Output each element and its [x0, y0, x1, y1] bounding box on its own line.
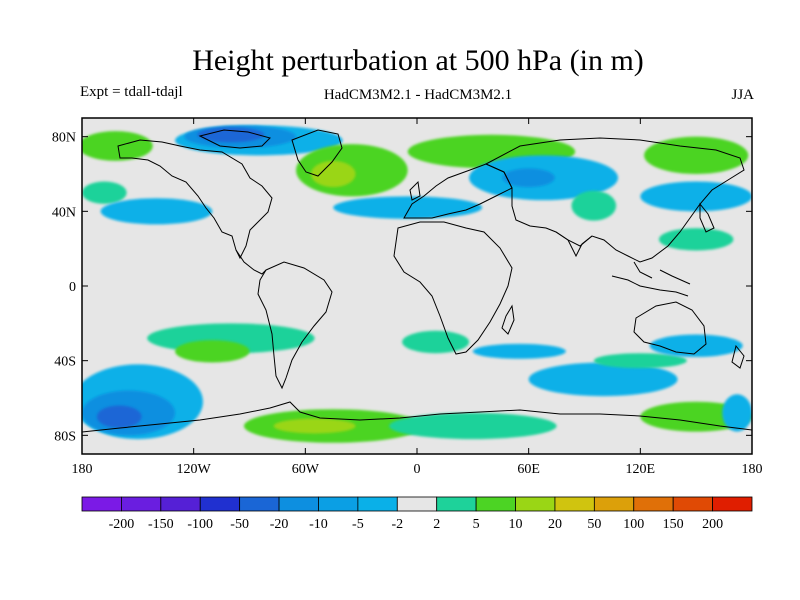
x-tick-label: 180 — [72, 462, 93, 477]
colorbar-swatch — [515, 496, 556, 512]
colorbar-swatch — [318, 496, 359, 512]
colorbar-swatch — [554, 496, 595, 512]
coastline-central-america — [235, 249, 267, 275]
colorbar-swatch — [278, 496, 319, 512]
contour-region-27 — [649, 334, 743, 357]
colorbar-label: -5 — [352, 517, 364, 532]
coastlines — [82, 129, 752, 433]
colorbar-label: -50 — [230, 517, 249, 532]
colorbar-swatch — [239, 496, 280, 512]
x-tick-label: 60W — [292, 462, 320, 477]
contour-region-23 — [472, 343, 566, 359]
colorbar-label: 5 — [473, 517, 480, 532]
contour-region-11 — [502, 168, 555, 188]
colorbar-swatch — [593, 496, 635, 512]
colorbar-swatch — [357, 496, 398, 512]
coastline-japan — [699, 202, 715, 233]
contour-region-13 — [640, 181, 752, 212]
colorbar-swatch — [199, 496, 241, 512]
map-title: Height perturbation at 500 hPa (in m) — [192, 44, 644, 77]
y-tick-label: 80N — [52, 131, 76, 146]
coastline-greenland — [291, 129, 343, 177]
colorbar-label: -10 — [309, 517, 328, 532]
contour-region-26 — [593, 353, 687, 369]
colorbar-label: -20 — [270, 517, 289, 532]
contour-region-17 — [175, 340, 250, 363]
contour-region-2 — [197, 127, 265, 143]
contour-region-15 — [658, 228, 734, 251]
coastline-arctic-islands — [198, 129, 271, 149]
colorbar-label: -100 — [187, 517, 213, 532]
contour-region-6 — [82, 181, 127, 204]
coastline-antarctica — [82, 401, 752, 433]
colorbar-swatch — [633, 496, 674, 512]
contour-region-22 — [273, 418, 356, 434]
colorbar-label: 50 — [587, 517, 601, 532]
colorbar-swatch — [672, 496, 713, 512]
colorbar-label: 10 — [509, 517, 523, 532]
coastline-madagascar — [501, 304, 515, 335]
contour-region-25 — [528, 362, 678, 397]
y-tick-label: 40S — [54, 355, 76, 370]
contour-region-28 — [389, 412, 557, 440]
colorbar-swatch — [396, 496, 438, 512]
model-label: HadCM3M2.1 - HadCM3M2.1 — [323, 87, 513, 103]
colorbar-label: -2 — [391, 517, 403, 532]
y-tick-label: 0 — [69, 280, 76, 295]
colorbar-label: 2 — [433, 517, 440, 532]
y-tick-label: 80S — [54, 429, 76, 444]
contour-region-5 — [82, 131, 153, 161]
colorbar-label: 20 — [548, 517, 562, 532]
coastline-africa — [393, 221, 513, 355]
contour-region-30 — [722, 394, 752, 432]
contour-region-20 — [96, 405, 142, 428]
y-axis: 80N 40N 0 40S 80S — [52, 131, 752, 444]
contour-region-7 — [100, 198, 213, 225]
colorbar-swatch — [160, 496, 201, 512]
colorbar-label: -150 — [148, 517, 174, 532]
coastline-uk — [409, 180, 421, 201]
x-tick-label: 120E — [626, 462, 656, 477]
x-tick-label: 0 — [414, 462, 421, 477]
coastline-india — [555, 231, 593, 258]
colorbar-swatch — [121, 496, 162, 512]
x-tick-label: 180 — [742, 462, 763, 477]
contour-region-14 — [571, 190, 617, 221]
colorbar-swatch — [712, 496, 753, 512]
coastline-asia — [484, 137, 745, 263]
colorbar-swatch — [436, 496, 477, 512]
x-axis: 180 120W 60W 0 60E 120E 180 — [72, 118, 763, 477]
coastline-north-america — [117, 139, 273, 260]
colorbar-label: 100 — [623, 517, 644, 532]
coastline-south-america — [257, 261, 333, 390]
season-label: JJA — [731, 87, 754, 103]
contour-region-24 — [402, 330, 470, 354]
contour-region-12 — [644, 136, 749, 174]
contour-region-8 — [333, 196, 483, 219]
y-tick-label: 40N — [52, 205, 76, 220]
colorbar-label: 200 — [702, 517, 723, 532]
colorbar-label: 150 — [663, 517, 684, 532]
contour-region-4 — [310, 160, 356, 188]
coastline-australia — [633, 301, 707, 355]
colorbar-label: -200 — [109, 517, 135, 532]
coastline-indonesia — [611, 261, 691, 297]
colorbar-swatch — [81, 496, 122, 512]
experiment-label: Expt = tdall-tdajl — [80, 84, 183, 100]
coastline-new-zealand — [731, 344, 745, 369]
colorbar: -200 -150 -100 -50 -20 -10 -5 -2 2 5 10 20 50 100 150 2… — [81, 496, 753, 532]
x-tick-label: 60E — [517, 462, 540, 477]
contour-fields — [82, 125, 752, 443]
x-tick-label: 120W — [177, 462, 212, 477]
colorbar-swatch — [475, 496, 516, 512]
